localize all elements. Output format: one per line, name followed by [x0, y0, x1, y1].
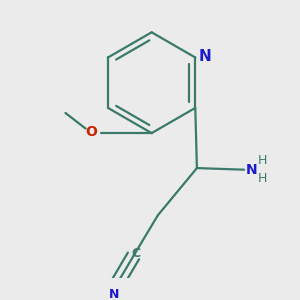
Text: N: N [199, 49, 212, 64]
Text: N: N [109, 288, 119, 300]
Text: N: N [245, 163, 257, 177]
Text: H: H [257, 154, 267, 167]
Text: O: O [85, 125, 98, 140]
Text: H: H [257, 172, 267, 185]
Text: C: C [131, 247, 141, 260]
